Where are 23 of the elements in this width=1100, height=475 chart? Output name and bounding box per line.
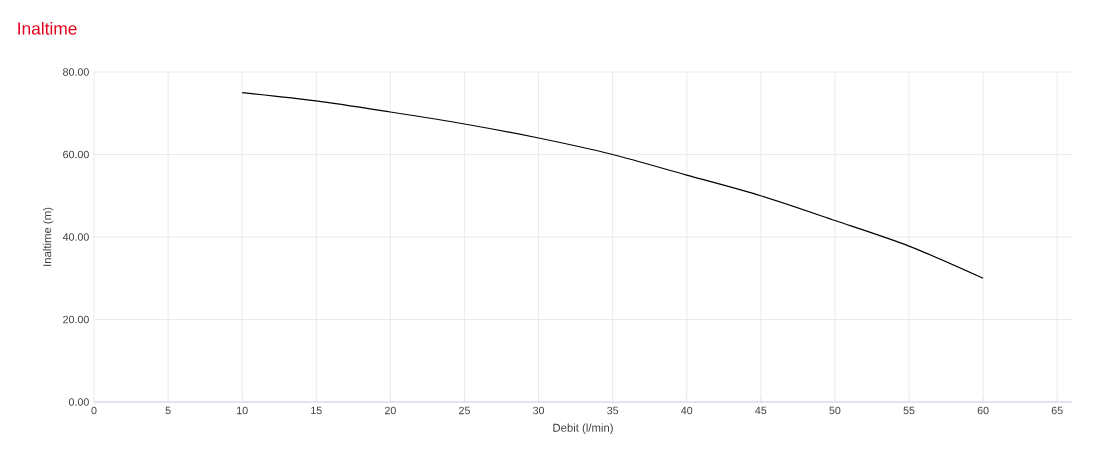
x-tick-label: 55 (903, 406, 915, 415)
x-tick-label: 0 (91, 406, 97, 415)
x-tick-label: 50 (829, 406, 841, 415)
y-tick-label: 0.00 (68, 398, 89, 406)
x-tick-label: 40 (681, 406, 693, 415)
x-tick-label: 35 (607, 406, 619, 415)
y-tick-label: 20.00 (63, 315, 89, 324)
y-axis-title: Inaltime (m) (42, 207, 54, 266)
x-tick-label: 5 (165, 406, 171, 415)
x-tick-label: 65 (1051, 406, 1063, 415)
x-tick-label: 30 (533, 406, 545, 415)
y-tick-label: 40.00 (62, 233, 89, 241)
x-tick-label: 15 (311, 406, 322, 415)
y-tick-label: 80.00 (63, 68, 89, 76)
y-tick-label: 60.00 (63, 150, 89, 159)
x-tick-label: 25 (459, 406, 470, 415)
x-tick-label: 45 (755, 406, 767, 415)
line-series (241, 92, 984, 279)
chart-title: Inaltime (18, 21, 77, 35)
x-tick-label: 10 (237, 406, 248, 415)
x-tick-label: 20 (384, 406, 396, 415)
x-tick-label: 60 (977, 406, 989, 415)
x-axis-title: Debit (l/min) (553, 423, 613, 434)
